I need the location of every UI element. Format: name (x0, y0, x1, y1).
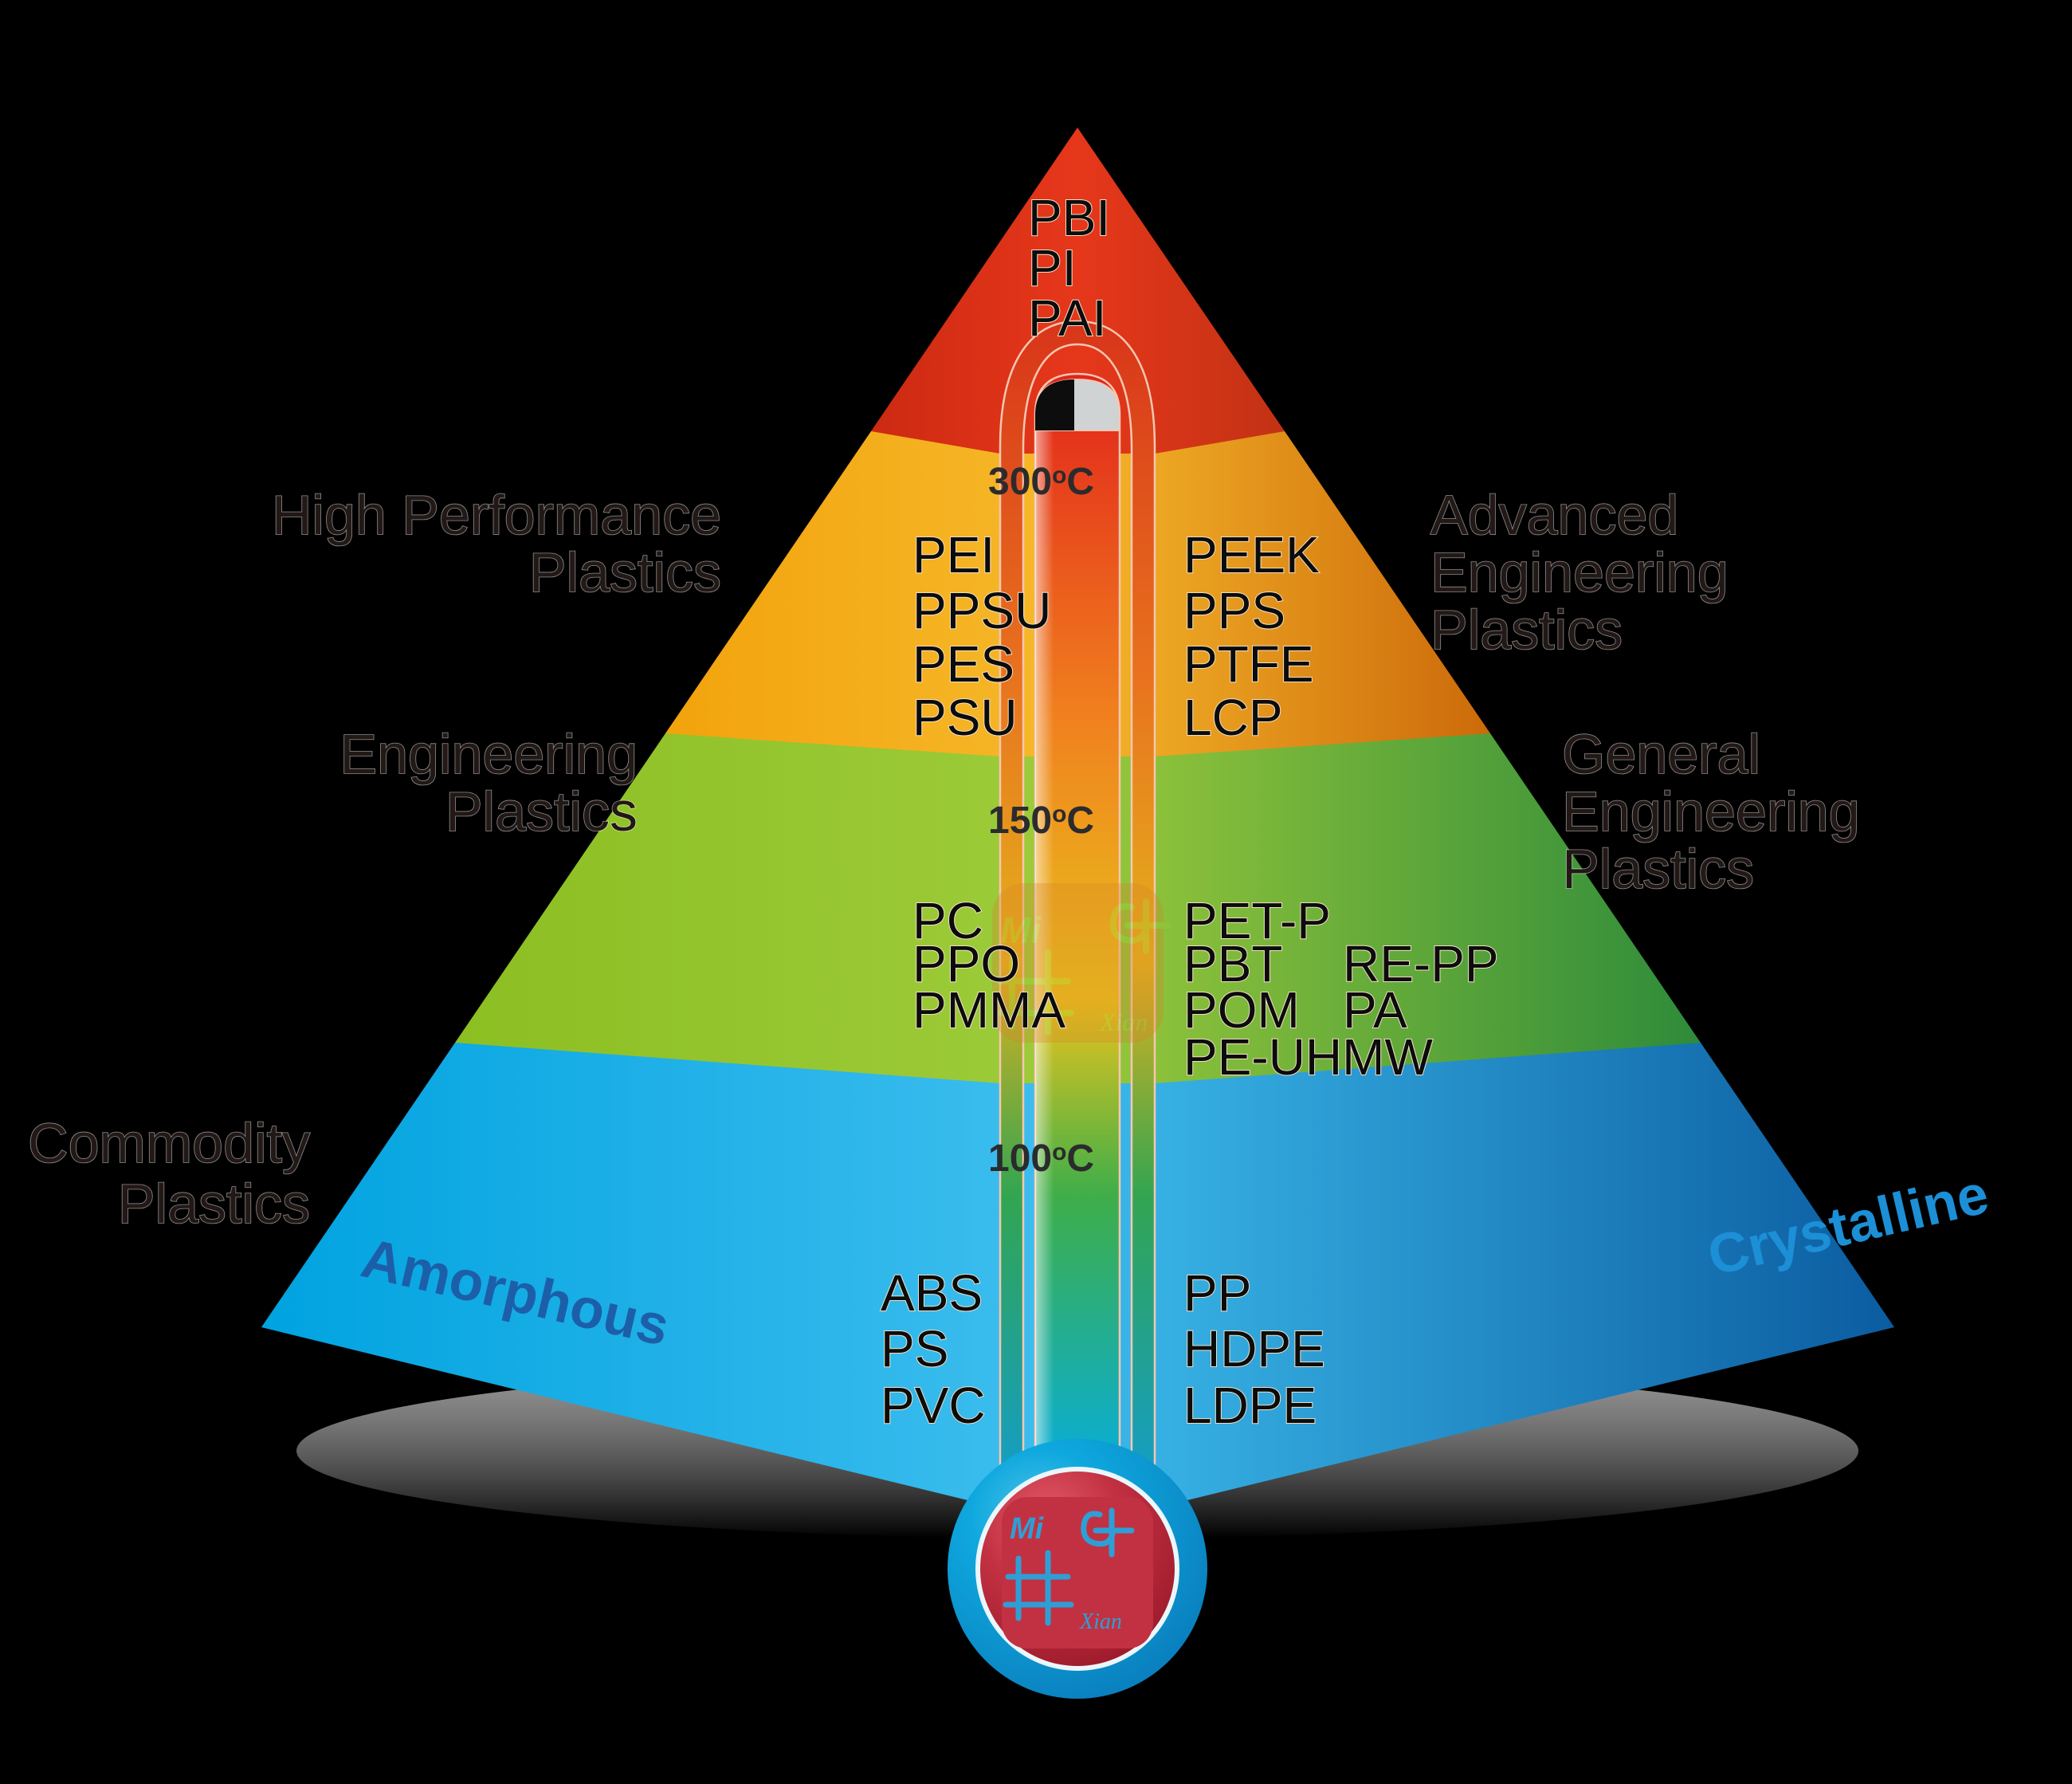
svg-text:LDPE: LDPE (1183, 1377, 1317, 1434)
svg-text:PS: PS (881, 1320, 948, 1377)
svg-text:150oC: 150oC (988, 800, 1094, 842)
svg-text:Xian: Xian (1098, 1008, 1148, 1036)
svg-text:100oC: 100oC (988, 1138, 1094, 1180)
svg-text:Plastics: Plastics (445, 780, 638, 843)
svg-text:Plastics: Plastics (118, 1173, 310, 1235)
svg-text:PPS: PPS (1183, 582, 1285, 639)
svg-text:Xian: Xian (1079, 1609, 1122, 1634)
svg-text:PBI: PBI (1028, 189, 1110, 246)
svg-text:PMMA: PMMA (912, 981, 1065, 1039)
svg-text:ABS: ABS (881, 1264, 983, 1322)
svg-text:PEEK: PEEK (1183, 526, 1320, 584)
svg-text:Commodity: Commodity (28, 1112, 310, 1174)
svg-text:PI: PI (1028, 239, 1076, 297)
svg-text:Plastics: Plastics (529, 541, 721, 603)
svg-text:Engineering: Engineering (1430, 541, 1729, 603)
svg-text:300oC: 300oC (988, 461, 1094, 503)
svg-text:LCP: LCP (1183, 689, 1283, 746)
svg-text:PPSU: PPSU (912, 582, 1051, 639)
svg-text:Engineering: Engineering (1562, 780, 1860, 843)
svg-text:PEI: PEI (912, 526, 995, 584)
svg-text:HDPE: HDPE (1183, 1320, 1325, 1377)
svg-text:General: General (1562, 723, 1760, 785)
svg-text:PVC: PVC (881, 1377, 986, 1434)
svg-text:PSU: PSU (912, 689, 1018, 746)
svg-text:Plastics: Plastics (1430, 599, 1623, 661)
svg-text:PA: PA (1343, 981, 1407, 1039)
svg-text:PP: PP (1183, 1264, 1251, 1322)
svg-text:PAI: PAI (1028, 289, 1106, 347)
svg-text:Advanced: Advanced (1430, 484, 1678, 546)
svg-text:Mi: Mi (1010, 1512, 1045, 1546)
svg-text:Plastics: Plastics (1562, 838, 1754, 900)
svg-text:PES: PES (912, 635, 1014, 693)
svg-text:Engineering: Engineering (339, 723, 638, 785)
svg-text:High Performance: High Performance (272, 484, 721, 546)
svg-text:PTFE: PTFE (1183, 635, 1314, 693)
